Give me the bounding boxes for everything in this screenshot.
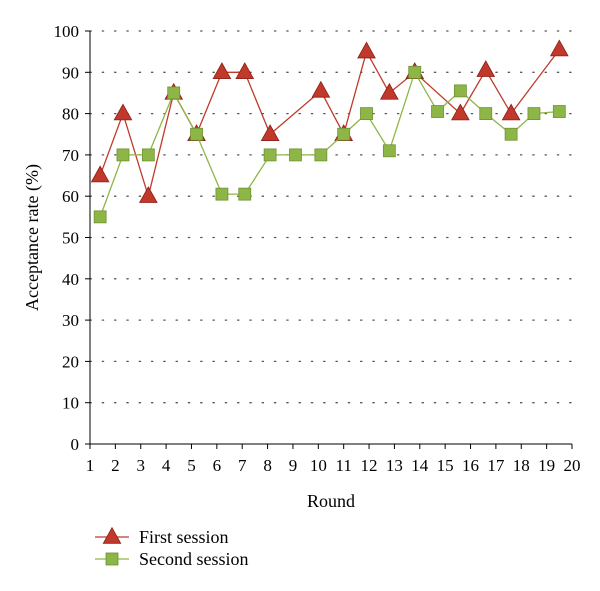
data-point-square — [453, 84, 467, 98]
series-first-session — [90, 39, 569, 203]
y-axis-title: Acceptance rate (%) — [22, 164, 43, 311]
x-tick-label: 9 — [289, 456, 298, 475]
legend-label-first-session: First session — [139, 527, 229, 547]
x-tick-label: 2 — [111, 456, 120, 475]
data-point-square — [314, 148, 328, 162]
data-point-triangle — [379, 82, 399, 100]
x-tick-label: 6 — [213, 456, 222, 475]
x-tick-label: 10 — [310, 456, 327, 475]
x-tick-labels: 1 2 3 4 5 6 7 8 9 10 11 12 13 14 15 16 17 18 19 20 — [86, 444, 581, 475]
data-point-square — [360, 107, 373, 120]
data-point-square — [504, 127, 518, 141]
x-axis-title: Round — [307, 491, 355, 511]
data-point-triangle — [450, 103, 470, 121]
data-point-square — [116, 148, 130, 162]
data-point-square — [141, 148, 155, 162]
data-point-square — [190, 127, 203, 141]
data-point-square — [408, 65, 422, 79]
x-tick-label: 18 — [513, 456, 530, 475]
y-tick-label: 40 — [62, 270, 79, 289]
data-point-triangle — [90, 165, 110, 183]
y-tick-label: 100 — [54, 22, 80, 41]
legend-item-second-session: Second session — [95, 549, 249, 569]
data-point-triangle — [357, 41, 376, 59]
data-point-square — [552, 105, 566, 118]
data-point-square — [238, 187, 252, 201]
data-point-square — [337, 127, 351, 141]
x-tick-label: 11 — [335, 456, 351, 475]
data-point-triangle — [138, 186, 158, 203]
data-point-triangle — [311, 80, 331, 98]
data-point-square — [382, 144, 396, 158]
data-point-square — [93, 210, 107, 224]
x-tick-label: 8 — [263, 456, 272, 475]
data-point-triangle — [476, 60, 496, 77]
x-tick-label: 14 — [411, 456, 429, 475]
x-tick-label: 20 — [564, 456, 581, 475]
x-tick-label: 12 — [361, 456, 378, 475]
grid-lines — [89, 30, 573, 404]
data-point-triangle — [235, 62, 255, 79]
data-point-square — [263, 148, 277, 162]
legend: First session Second session — [95, 526, 249, 569]
data-point-triangle — [113, 103, 133, 121]
data-point-triangle — [549, 39, 569, 57]
x-tick-label: 4 — [162, 456, 171, 475]
legend-triangle-marker — [102, 526, 122, 544]
y-tick-label: 80 — [62, 105, 79, 124]
y-tick-label: 10 — [62, 394, 79, 413]
y-tick-labels: 0 10 20 30 40 50 60 70 80 90 100 — [54, 22, 90, 454]
data-point-square — [167, 86, 181, 100]
x-tick-label: 1 — [86, 456, 95, 475]
x-tick-label: 15 — [437, 456, 454, 475]
data-point-triangle — [260, 124, 280, 141]
x-tick-label: 19 — [538, 456, 555, 475]
data-point-triangle — [501, 103, 521, 121]
series — [90, 39, 569, 224]
x-tick-label: 16 — [462, 456, 479, 475]
data-point-square — [431, 105, 444, 118]
y-tick-label: 50 — [62, 229, 79, 248]
x-tick-label: 5 — [187, 456, 196, 475]
x-tick-label: 7 — [238, 456, 247, 475]
legend-square-marker — [105, 552, 119, 566]
y-tick-label: 90 — [62, 63, 79, 82]
legend-label-second-session: Second session — [139, 549, 249, 569]
x-tick-label: 13 — [386, 456, 403, 475]
series-second-session — [93, 65, 566, 224]
y-tick-label: 0 — [71, 435, 80, 454]
y-tick-label: 30 — [62, 311, 79, 330]
data-point-triangle — [212, 62, 232, 79]
data-point-square — [479, 107, 493, 120]
y-tick-label: 70 — [62, 146, 79, 165]
x-tick-label: 3 — [136, 456, 145, 475]
data-point-square — [215, 187, 229, 201]
x-tick-label: 17 — [487, 456, 505, 475]
legend-item-first-session: First session — [95, 526, 229, 547]
y-tick-label: 60 — [62, 187, 79, 206]
data-point-square — [289, 148, 302, 162]
data-point-square — [527, 107, 541, 120]
y-tick-label: 20 — [62, 352, 79, 371]
